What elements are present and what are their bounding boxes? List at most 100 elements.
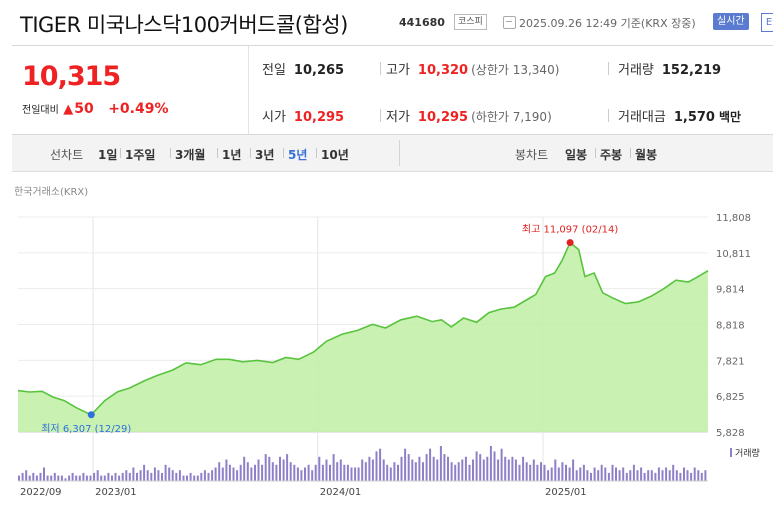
volume-bar xyxy=(522,456,525,481)
volume-bar xyxy=(264,454,267,481)
x-tick-label: 2025/01 xyxy=(545,487,587,498)
volume-bar xyxy=(579,467,582,481)
volume-bar xyxy=(121,472,124,481)
volume-bar xyxy=(379,448,382,481)
quote-summary: 10,315 전일대비 ▲50 +0.49% 전일 10,265 고가 10,320… xyxy=(12,45,773,135)
price-chart[interactable]: 11,808 10,811 9,814 8,818 7,821 6,825 5,828 거래… xyxy=(0,196,773,511)
volume-bar xyxy=(686,470,689,481)
volume-bar xyxy=(500,448,503,481)
volume-bar xyxy=(225,459,228,481)
volume-bar xyxy=(146,470,149,481)
current-price: 10,315 xyxy=(22,61,121,92)
volume-bar xyxy=(675,470,678,481)
volume-bar xyxy=(321,464,324,481)
volume-bar xyxy=(550,467,553,481)
candle-daily-tab[interactable]: 일봉 xyxy=(565,148,588,162)
volume-bar xyxy=(350,467,353,481)
volume-bar xyxy=(700,472,703,481)
volume-bar xyxy=(346,464,349,481)
volume-bar xyxy=(629,470,632,481)
volume-bar xyxy=(93,472,96,481)
volume-bar xyxy=(332,454,335,481)
volume-bar xyxy=(257,459,260,481)
volume-bar xyxy=(632,464,635,481)
volume-bar xyxy=(289,462,292,481)
low-label: 저가 xyxy=(386,110,410,125)
volume-bar xyxy=(518,464,521,481)
realtime-toggle-button[interactable]: 실시간 xyxy=(713,13,749,30)
volume-bar xyxy=(504,456,507,481)
volume-bar xyxy=(214,467,217,481)
period-3y-tab[interactable]: 3년 xyxy=(255,148,275,162)
volume-bar xyxy=(364,462,367,481)
price-line xyxy=(17,241,709,416)
volume-bar xyxy=(314,464,317,481)
volume-bar xyxy=(271,462,274,481)
candle-chart-label: 봉차트 xyxy=(515,148,549,162)
volume-bar xyxy=(354,467,357,481)
volume-bar xyxy=(643,472,646,481)
prev-close-label: 전일 xyxy=(262,63,286,78)
volume-bar xyxy=(479,454,482,481)
period-1w-tab[interactable]: 1주일 xyxy=(125,148,156,162)
volume-bar xyxy=(507,459,510,481)
volume-bar xyxy=(393,462,396,481)
volume-bar xyxy=(447,456,449,481)
line-chart-label: 선차트 xyxy=(50,148,84,162)
more-button[interactable]: E xyxy=(761,13,773,32)
volume-bar xyxy=(118,475,121,481)
volume-bar xyxy=(325,459,328,481)
period-1d-tab[interactable]: 1일 xyxy=(98,148,118,162)
divider xyxy=(380,62,381,75)
volume-bar xyxy=(39,472,42,481)
volume-bar xyxy=(232,467,235,481)
amount-value: 1,570 xyxy=(673,110,715,125)
volume-bar xyxy=(189,472,192,481)
y-tick-label: 5,828 xyxy=(716,428,745,439)
volume-bar xyxy=(418,456,421,481)
volume-bar xyxy=(261,464,264,481)
volume-bar xyxy=(304,467,306,481)
prev-close: 전일 10,265 xyxy=(262,59,344,78)
period-3m-tab[interactable]: 3개월 xyxy=(175,148,206,162)
volume-bar xyxy=(75,475,78,481)
volume-bar xyxy=(450,462,453,481)
volume-bar xyxy=(432,456,435,481)
chart-period-bar: 선차트 1일 1주일 3개월 1년 3년 5년 10년 봉차트 일봉 주봉 월봉 xyxy=(12,135,773,172)
volume-bar xyxy=(132,467,135,481)
volume-bar xyxy=(296,467,299,481)
x-tick-label: 2024/01 xyxy=(320,487,362,498)
volume-bar xyxy=(21,472,24,481)
volume-bar xyxy=(85,475,88,481)
volume-bar xyxy=(178,470,181,481)
candle-weekly-tab[interactable]: 주봉 xyxy=(600,148,623,162)
volume-bar xyxy=(35,475,38,481)
volume-bar xyxy=(661,470,664,481)
volume-bar xyxy=(368,456,371,481)
volume-bar xyxy=(186,475,188,481)
x-tick-label: 2022/09 xyxy=(20,487,62,498)
divider xyxy=(316,148,317,158)
volume-bar xyxy=(157,470,160,481)
volume-legend-label: 거래량 xyxy=(735,447,760,459)
volume-bar xyxy=(103,475,106,481)
volume-bar xyxy=(443,454,446,481)
volume-bar xyxy=(68,475,71,481)
volume-bar xyxy=(679,472,682,481)
candle-monthly-tab[interactable]: 월봉 xyxy=(635,148,658,162)
volume-bar xyxy=(514,459,517,481)
volume-bar xyxy=(43,467,45,481)
trade-amount: 거래대금 1,570 백만 xyxy=(618,106,741,125)
volume-bar xyxy=(161,472,163,481)
change-percent: +0.49% xyxy=(108,101,169,117)
period-10y-tab[interactable]: 10년 xyxy=(321,148,349,162)
period-1y-tab[interactable]: 1년 xyxy=(222,148,242,162)
period-5y-tab[interactable]: 5년 xyxy=(288,148,308,162)
volume-bar xyxy=(683,467,685,481)
volume-bar xyxy=(464,456,467,481)
volume-bar xyxy=(600,464,603,481)
y-tick-label: 6,825 xyxy=(716,392,745,403)
volume-bar xyxy=(654,472,657,481)
volume-bar xyxy=(536,464,539,481)
divider xyxy=(399,140,400,166)
